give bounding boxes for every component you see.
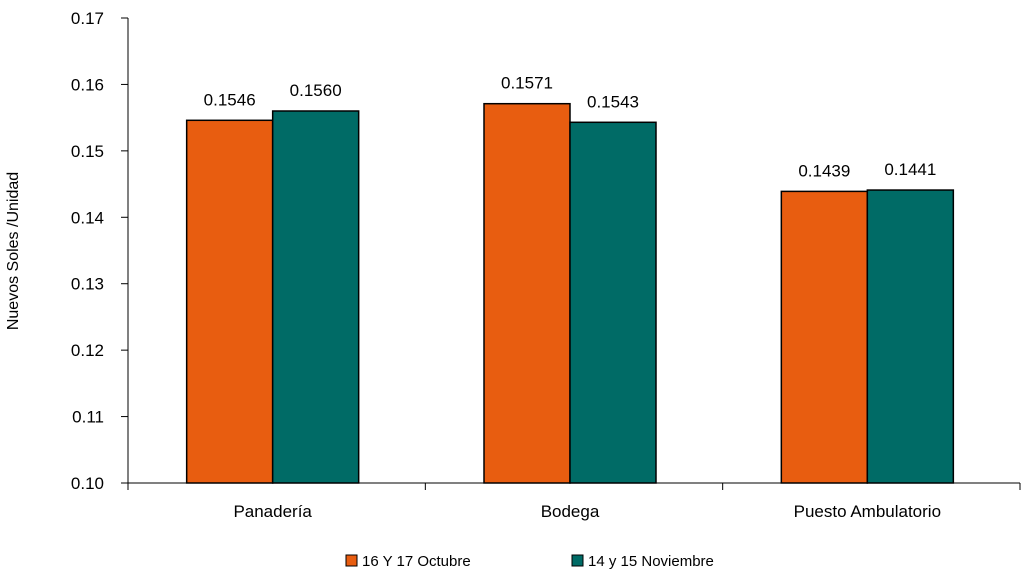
- data-label: 0.1546: [204, 90, 256, 109]
- y-tick-label: 0.16: [71, 75, 104, 94]
- y-tick-label: 0.17: [71, 9, 104, 28]
- bar-2-0: [780, 190, 869, 484]
- data-label: 0.1543: [587, 92, 639, 111]
- bars: [185, 102, 955, 484]
- y-tick-label: 0.11: [72, 408, 104, 427]
- bar-1-0: [483, 102, 571, 484]
- x-category-label: Panadería: [233, 502, 312, 521]
- legend-swatch-0: [345, 554, 358, 567]
- bar-1-1: [569, 121, 657, 484]
- legend-label: 16 Y 17 Octubre: [362, 553, 471, 570]
- y-tick-label: 0.13: [71, 275, 104, 294]
- legend-label: 14 y 15 Noviembre: [588, 553, 714, 570]
- data-label: 0.1441: [884, 160, 936, 179]
- y-tick-label: 0.15: [71, 142, 104, 161]
- data-labels: 0.1546 0.1560 0.1571 0.1543 0.1439 0.1441: [204, 74, 937, 181]
- data-label: 0.1560: [290, 81, 342, 100]
- legend-swatch-1: [571, 554, 584, 567]
- y-axis-title: Nuevos Soles /Unidad: [5, 172, 22, 330]
- bar-2-1: [866, 189, 955, 484]
- y-axis: 0.10 0.11 0.12 0.13 0.14 0.15 0.16 0.17: [71, 9, 129, 493]
- x-category-label: Puesto Ambulatorio: [794, 502, 941, 521]
- data-label: 0.1571: [501, 74, 553, 93]
- data-label: 0.1439: [798, 161, 850, 180]
- bar-0-0: [185, 119, 274, 484]
- y-tick-label: 0.12: [71, 341, 104, 360]
- legend: 16 Y 17 Octubre 14 y 15 Noviembre: [345, 553, 714, 570]
- y-tick-label: 0.10: [71, 474, 104, 493]
- bar-0-1: [271, 110, 360, 484]
- x-category-label: Bodega: [541, 502, 600, 521]
- y-tick-label: 0.14: [71, 208, 104, 227]
- x-axis: Panadería Bodega Puesto Ambulatorio: [127, 482, 1021, 521]
